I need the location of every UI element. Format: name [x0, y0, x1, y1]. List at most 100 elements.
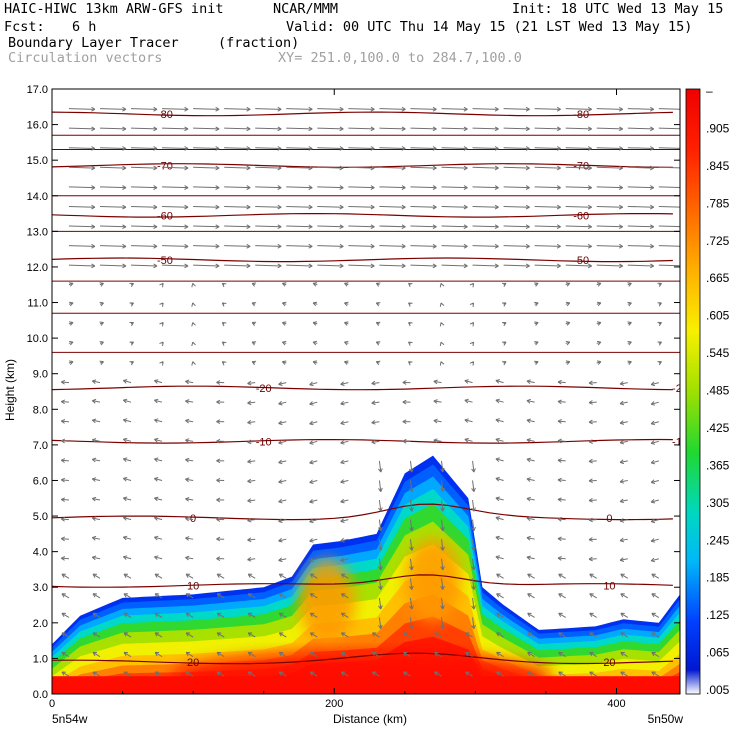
vector-arrowhead [587, 224, 592, 230]
vector-arrow [620, 593, 629, 599]
vector-arrow [658, 205, 680, 208]
vector-arrow [465, 652, 473, 658]
vector-arrow [619, 558, 628, 561]
vector-arrow [247, 632, 256, 638]
colorbar-label: .545 [706, 346, 730, 360]
vector-arrow [317, 127, 344, 130]
vector-arrowhead [409, 546, 414, 551]
vector-arrow [193, 108, 220, 110]
vector-arrowhead [434, 632, 439, 637]
vector-arrowhead [340, 573, 346, 578]
vector-arrowhead [587, 243, 592, 249]
vector-arrowhead [469, 282, 475, 288]
vector-arrow [216, 573, 225, 579]
vector-arrowhead [494, 165, 499, 171]
vector-arrow [224, 264, 251, 267]
colorbar-label: .065 [706, 646, 730, 660]
vector-arrow [286, 108, 313, 110]
vector-arrow [154, 652, 163, 658]
colorbar-label: .125 [706, 608, 730, 622]
vector-arrowhead [185, 379, 190, 385]
vector-arrow [627, 108, 654, 110]
vector-arrow [526, 497, 535, 501]
vector-arrow [378, 499, 382, 512]
vector-arrowhead [618, 243, 623, 249]
vector-arrow [627, 147, 654, 150]
vector-arrow [472, 519, 475, 531]
forecast-label: Fcst: [4, 19, 45, 35]
vector-arrowhead [251, 282, 257, 287]
vector-arrowhead [471, 566, 476, 571]
vector-arrowhead [340, 537, 345, 543]
vector-arrowhead [216, 380, 221, 385]
vector-arrow [185, 557, 194, 560]
y-tick-label: 13.0 [27, 226, 48, 238]
vector-arrowhead [501, 302, 507, 307]
vector-arrow [534, 205, 561, 208]
vector-arrow [123, 556, 132, 560]
contour-label: -70 [157, 161, 173, 173]
contour-label: 10 [603, 580, 615, 592]
vector-arrowhead [60, 477, 66, 483]
y-tick-label: 0.0 [33, 689, 48, 701]
tracer-surface-band [52, 676, 680, 694]
vector-arrowhead [403, 651, 408, 657]
vector-arrow [162, 264, 189, 267]
vector-arrow [92, 517, 101, 521]
vector-arrowhead [247, 573, 253, 578]
vector-arrow [247, 479, 256, 482]
vector-arrow [255, 225, 282, 228]
vector-arrowhead [216, 612, 222, 617]
vector-arrowhead [469, 361, 475, 366]
vector-arrowhead [556, 263, 561, 269]
vector-arrow [403, 632, 411, 638]
vector-arrow [596, 264, 623, 267]
vector-arrow [409, 558, 413, 571]
vector-arrow [216, 612, 225, 618]
vector-arrow [348, 264, 375, 267]
vector-arrowhead [308, 263, 313, 269]
vector-arrow [154, 612, 163, 618]
vector-arrow [341, 652, 349, 658]
vector-arrowhead [281, 301, 287, 307]
vector-arrowhead [463, 106, 468, 112]
vector-arrow [472, 186, 499, 189]
vector-arrowhead [464, 379, 469, 384]
vector-arrowhead [371, 439, 376, 445]
vector-arrow [472, 108, 499, 110]
vectors-label: Circulation vectors [8, 50, 163, 66]
vector-arrowhead [99, 321, 104, 326]
vector-arrow [534, 225, 561, 228]
vector-arrowhead [471, 605, 476, 610]
vector-arrow [557, 420, 566, 423]
vector-arrowhead [61, 651, 66, 657]
vector-arrowhead [556, 224, 561, 230]
vector-arrowhead [92, 573, 98, 578]
vector-arrow [472, 539, 475, 551]
vector-arrowhead [308, 146, 313, 151]
vector-arrowhead [91, 418, 97, 424]
vector-arrow [465, 632, 473, 638]
vector-arrowhead [651, 651, 656, 657]
vector-arrow [92, 593, 101, 599]
vector-arrowhead [556, 185, 561, 190]
vector-arrow [495, 438, 504, 442]
vector-arrowhead [589, 651, 594, 657]
colorbar-label: – [706, 84, 713, 98]
vector-arrowhead [619, 381, 625, 386]
vector-arrowhead [91, 224, 96, 230]
vector-arrowhead [556, 204, 561, 210]
vector-arrow [255, 186, 282, 189]
vector-arrowhead [496, 651, 501, 657]
vector-arrow [557, 401, 566, 403]
vector-arrowhead [587, 146, 592, 151]
vector-arrow [441, 480, 444, 492]
vector-arrow [651, 460, 659, 464]
vector-arrowhead [433, 438, 438, 443]
vector-arrow [193, 147, 220, 150]
vector-arrow [651, 632, 660, 638]
vector-arrow [123, 497, 132, 501]
vector-arrowhead [409, 526, 414, 532]
vector-arrowhead [589, 671, 594, 676]
vector-arrowhead [251, 341, 257, 346]
